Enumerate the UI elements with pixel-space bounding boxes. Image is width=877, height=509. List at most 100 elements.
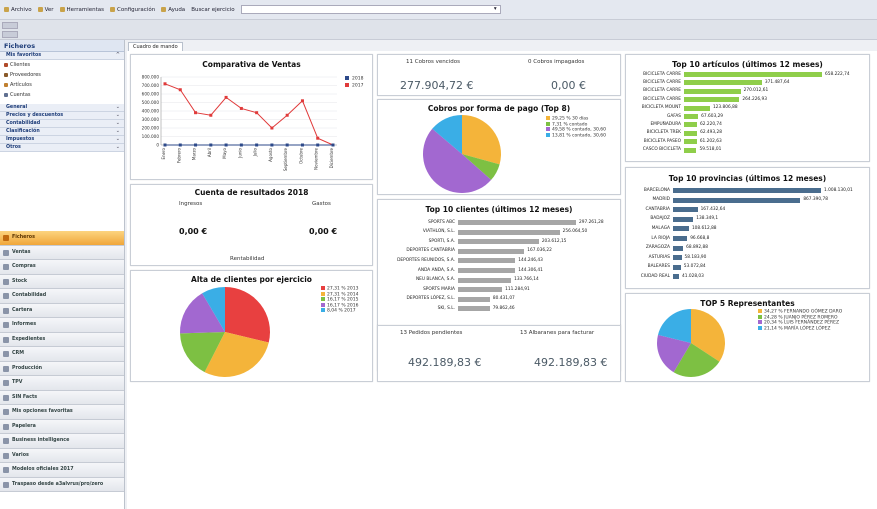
module-6[interactable]: Informes bbox=[0, 318, 124, 333]
bar-category-label: GAFAS bbox=[666, 113, 681, 119]
module-label: SIN Facts bbox=[12, 394, 38, 400]
sidebar-modules: Ficheros Ventas Compras Stock Contabilidad Ca… bbox=[0, 231, 124, 492]
menu-configuracion[interactable]: Configuración bbox=[110, 6, 155, 13]
module-9[interactable]: Producción bbox=[0, 361, 124, 376]
chevron-down-icon[interactable]: ▾ bbox=[493, 6, 497, 12]
bar-value-label: 67.603,29 bbox=[701, 113, 724, 119]
module-icon bbox=[3, 394, 9, 401]
sidebar-section-1[interactable]: Precios y descuentos ⌄ bbox=[0, 112, 124, 120]
module-icon bbox=[3, 293, 9, 299]
bar[interactable] bbox=[684, 72, 822, 77]
menu-ver[interactable]: Ver bbox=[37, 6, 54, 13]
search-input[interactable]: ▾ bbox=[240, 5, 501, 14]
module-label: Informes bbox=[12, 322, 37, 327]
module-11[interactable]: SIN Facts bbox=[0, 390, 124, 405]
bar[interactable] bbox=[458, 268, 516, 273]
menu-archivo[interactable]: Archivo bbox=[4, 6, 32, 13]
module-2[interactable]: Compras bbox=[0, 260, 124, 275]
bar[interactable] bbox=[673, 274, 680, 280]
module-label: Papelera bbox=[12, 423, 36, 429]
bar[interactable] bbox=[673, 226, 689, 232]
bar[interactable] bbox=[684, 139, 697, 145]
module-icon bbox=[3, 307, 9, 314]
module-5[interactable]: Cartera bbox=[0, 303, 124, 318]
module-16[interactable]: Modelos oficiales 2017 bbox=[0, 463, 124, 478]
bar-value-label: 41.028,03 bbox=[682, 273, 704, 279]
legend-label: 2015 bbox=[347, 297, 359, 303]
module-17[interactable]: Traspaso desde a3alvrus/pro/zero bbox=[0, 477, 124, 492]
bar-value-label: 144.246,43 bbox=[518, 257, 543, 263]
bar[interactable] bbox=[684, 147, 697, 153]
toolbar-button-1[interactable] bbox=[2, 22, 18, 29]
bar[interactable] bbox=[673, 255, 682, 261]
bar[interactable] bbox=[458, 287, 503, 293]
bar[interactable] bbox=[673, 264, 681, 270]
sidebar-favorites[interactable]: Mis favoritos ^ bbox=[0, 52, 124, 60]
toolbar-button-2[interactable] bbox=[2, 31, 18, 38]
bar[interactable] bbox=[458, 258, 516, 264]
sidebar-section-label: Contabilidad bbox=[6, 121, 41, 126]
bar[interactable] bbox=[684, 80, 762, 86]
sidebar-item-1[interactable]: Proveedores bbox=[0, 70, 124, 80]
menu-ayuda[interactable]: Ayuda bbox=[161, 6, 185, 13]
module-7[interactable]: Expedientes bbox=[0, 332, 124, 347]
bar-value-label: 79.862,46 bbox=[492, 305, 515, 311]
bar[interactable] bbox=[673, 188, 821, 193]
bar[interactable] bbox=[684, 122, 698, 128]
bar[interactable] bbox=[673, 245, 684, 251]
folder-icon bbox=[4, 6, 9, 12]
bar[interactable] bbox=[673, 197, 801, 203]
bar[interactable] bbox=[458, 296, 490, 302]
sidebar-item-3[interactable]: Cuentas bbox=[0, 90, 124, 100]
module-icon bbox=[3, 423, 9, 430]
module-label: Modelos oficiales 2017 bbox=[12, 467, 74, 472]
bar[interactable] bbox=[684, 114, 699, 119]
bar[interactable] bbox=[458, 306, 490, 312]
module-4[interactable]: Contabilidad bbox=[0, 289, 124, 304]
bar-value-label: 256.064,50 bbox=[562, 229, 588, 235]
module-0[interactable]: Ficheros bbox=[0, 231, 124, 246]
bar-category-label: DEPORTES LÓPEZ, S.L. bbox=[406, 296, 455, 302]
bar[interactable] bbox=[673, 207, 698, 213]
module-8[interactable]: CRM bbox=[0, 347, 124, 362]
sidebar-section-4[interactable]: Impuestos ⌄ bbox=[0, 136, 124, 144]
sidebar-section-5[interactable]: Otros ⌄ bbox=[0, 144, 124, 152]
y-tick-label: 300.000 bbox=[142, 117, 160, 122]
bar[interactable] bbox=[684, 130, 698, 136]
menu-herramientas[interactable]: Herramientas bbox=[59, 6, 104, 13]
module-3[interactable]: Stock bbox=[0, 274, 124, 289]
module-12[interactable]: Mis opciones favoritas bbox=[0, 405, 124, 420]
legend-label: 2014 bbox=[347, 292, 359, 297]
bar[interactable] bbox=[458, 248, 525, 254]
bar[interactable] bbox=[458, 220, 576, 225]
bar[interactable] bbox=[458, 239, 539, 245]
module-1[interactable]: Ventas bbox=[0, 245, 124, 260]
legend-swatch bbox=[758, 314, 762, 319]
sidebar-item-0[interactable]: Clientes bbox=[0, 60, 124, 70]
module-14[interactable]: Business intelligence bbox=[0, 434, 124, 449]
bar[interactable] bbox=[684, 105, 710, 111]
sidebar-section-2[interactable]: Contabilidad ⌄ bbox=[0, 120, 124, 128]
bar[interactable] bbox=[458, 277, 512, 283]
module-10[interactable]: TPV bbox=[0, 376, 124, 391]
module-label: Cartera bbox=[12, 307, 33, 313]
bar[interactable] bbox=[673, 236, 688, 241]
bar-value-label: 111.284,91 bbox=[505, 286, 530, 292]
cobros-vencidos-value: 277.904,72 € bbox=[400, 79, 474, 92]
sidebar-section-0[interactable]: General ⌄ bbox=[0, 104, 124, 112]
pedidos-label: 13 Pedidos pendientes bbox=[400, 330, 463, 336]
pie-slice-4 bbox=[202, 287, 225, 332]
sidebar-section-3[interactable]: Clasificación ⌄ bbox=[0, 128, 124, 136]
bar[interactable] bbox=[684, 97, 740, 103]
resultados-title: Cuenta de resultados 2018 bbox=[194, 188, 309, 197]
x-tick-label: Mayo bbox=[222, 147, 227, 158]
data-point bbox=[194, 111, 198, 115]
sidebar-item-2[interactable]: Artículos bbox=[0, 80, 124, 90]
bar[interactable] bbox=[684, 88, 741, 94]
sidebar: Ficheros Mis favoritos ^ Clientes Proveedo… bbox=[0, 40, 125, 509]
bar[interactable] bbox=[458, 229, 560, 235]
module-13[interactable]: Papelera bbox=[0, 419, 124, 434]
tab-cuadro-de-mando[interactable]: Cuadro de mando bbox=[128, 42, 183, 51]
module-15[interactable]: Varios bbox=[0, 448, 124, 463]
bar[interactable] bbox=[673, 216, 694, 222]
